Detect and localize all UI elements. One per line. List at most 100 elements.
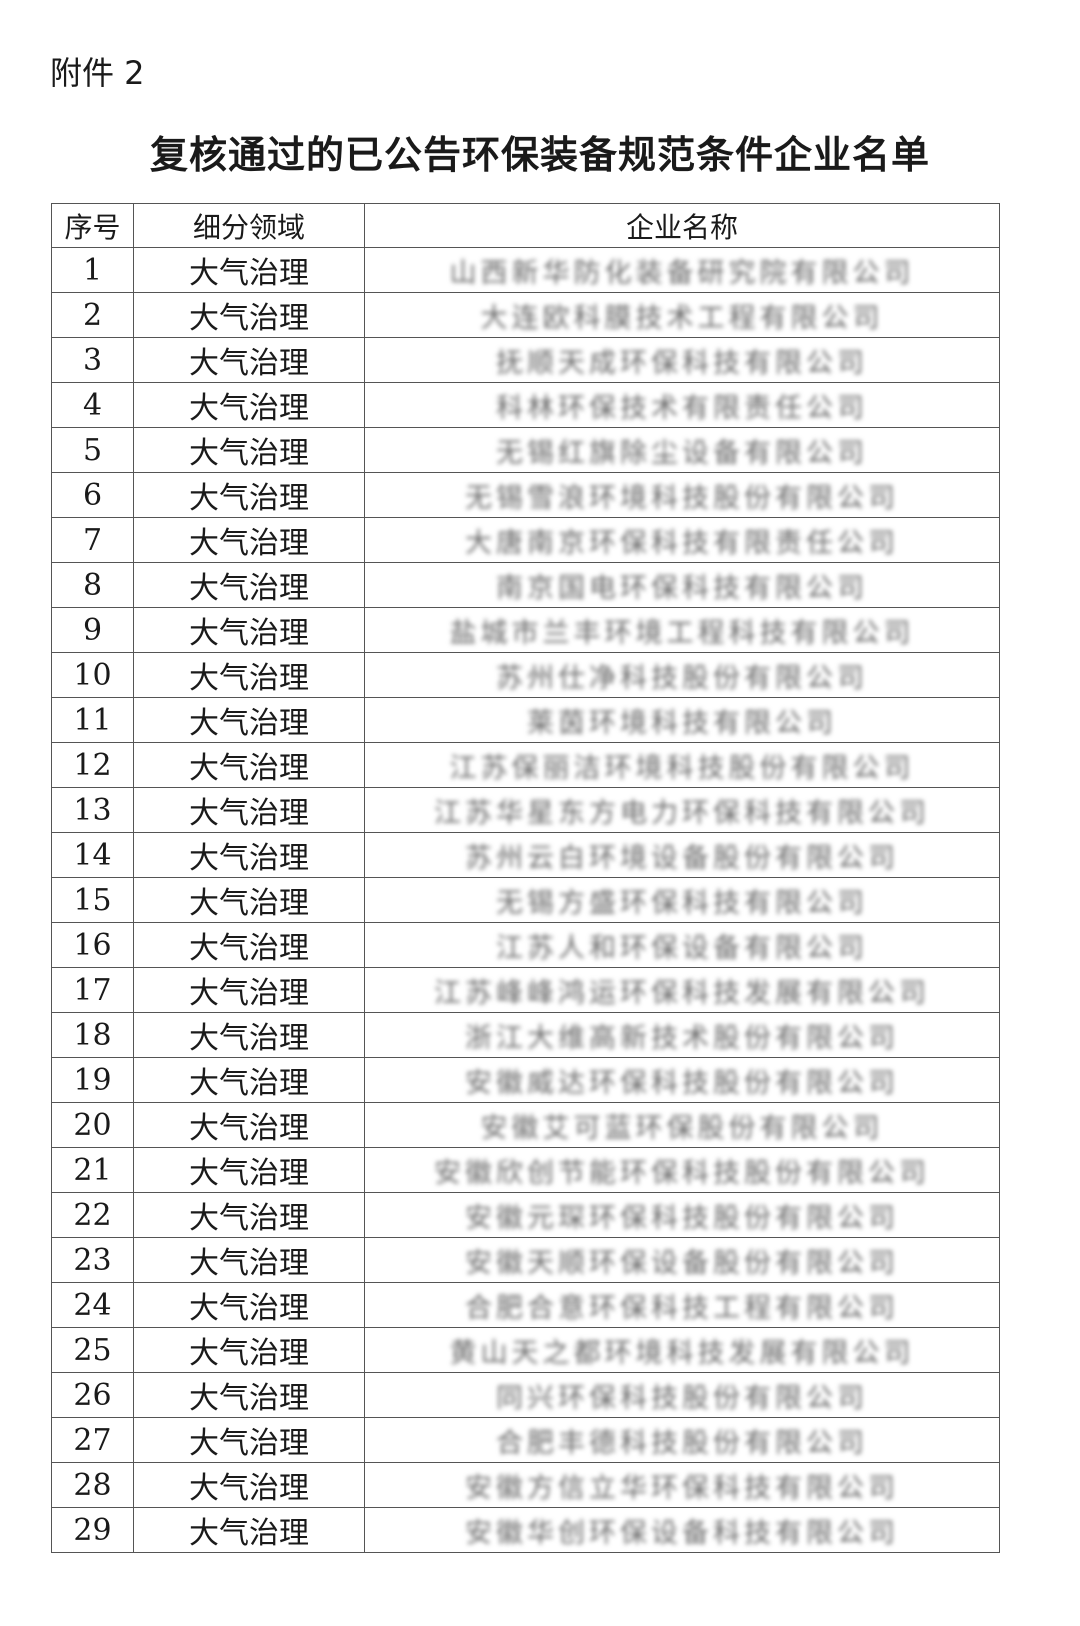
row-index: 20 <box>51 1102 134 1148</box>
row-field: 大气治理 <box>133 472 365 518</box>
row-company: 无锡方盛环保科技有限公司 <box>364 877 1000 923</box>
row-index: 28 <box>51 1462 134 1508</box>
table-row: 12 大气治理 江苏保丽洁环境科技股份有限公司 <box>51 742 1000 788</box>
row-company: 抚顺天成环保科技有限公司 <box>364 337 1000 383</box>
row-index: 25 <box>51 1327 134 1373</box>
row-index: 29 <box>51 1507 134 1553</box>
row-field: 大气治理 <box>133 967 365 1013</box>
row-field: 大气治理 <box>133 247 365 293</box>
row-index: 22 <box>51 1192 134 1238</box>
row-field: 大气治理 <box>133 1012 365 1058</box>
table-row: 15 大气治理 无锡方盛环保科技有限公司 <box>51 877 1000 923</box>
row-company: 安徽方信立华环保科技有限公司 <box>364 1462 1000 1508</box>
table-row: 4 大气治理 科林环保技术有限责任公司 <box>51 382 1000 428</box>
row-field: 大气治理 <box>133 832 365 878</box>
row-company: 安徽天顺环保设备股份有限公司 <box>364 1237 1000 1283</box>
table-row: 26 大气治理 同兴环保科技股份有限公司 <box>51 1372 1000 1418</box>
table-row: 8 大气治理 南京国电环保科技有限公司 <box>51 562 1000 608</box>
row-company: 山西新华防化装备研究院有限公司 <box>364 247 1000 293</box>
row-field: 大气治理 <box>133 1192 365 1238</box>
row-field: 大气治理 <box>133 292 365 338</box>
row-index: 18 <box>51 1012 134 1058</box>
row-company: 浙江大维高新技术股份有限公司 <box>364 1012 1000 1058</box>
row-index: 3 <box>51 337 134 383</box>
row-company: 黄山天之都环境科技发展有限公司 <box>364 1327 1000 1373</box>
row-index: 6 <box>51 472 134 518</box>
row-index: 11 <box>51 697 134 743</box>
table-row: 7 大气治理 大唐南京环保科技有限责任公司 <box>51 517 1000 563</box>
row-company: 无锡红旗除尘设备有限公司 <box>364 427 1000 473</box>
table-row: 1 大气治理 山西新华防化装备研究院有限公司 <box>51 247 1000 293</box>
row-company: 安徽威达环保科技股份有限公司 <box>364 1057 1000 1103</box>
row-index: 9 <box>51 607 134 653</box>
table-row: 17 大气治理 江苏峰峰鸿运环保科技发展有限公司 <box>51 967 1000 1013</box>
row-field: 大气治理 <box>133 652 365 698</box>
row-index: 24 <box>51 1282 134 1328</box>
header-company: 企业名称 <box>364 203 1000 248</box>
row-field: 大气治理 <box>133 787 365 833</box>
document-title: 复核通过的已公告环保装备规范条件企业名单 <box>149 132 930 177</box>
table-row: 18 大气治理 浙江大维高新技术股份有限公司 <box>51 1012 1000 1058</box>
row-index: 5 <box>51 427 134 473</box>
table-row: 21 大气治理 安徽欣创节能环保科技股份有限公司 <box>51 1147 1000 1193</box>
table-row: 11 大气治理 莱茵环境科技有限公司 <box>51 697 1000 743</box>
row-index: 27 <box>51 1417 134 1463</box>
row-field: 大气治理 <box>133 1237 365 1283</box>
row-field: 大气治理 <box>133 1282 365 1328</box>
row-field: 大气治理 <box>133 742 365 788</box>
row-field: 大气治理 <box>133 922 365 968</box>
row-company: 大唐南京环保科技有限责任公司 <box>364 517 1000 563</box>
row-index: 17 <box>51 967 134 1013</box>
row-index: 26 <box>51 1372 134 1418</box>
row-field: 大气治理 <box>133 1462 365 1508</box>
row-index: 2 <box>51 292 134 338</box>
row-index: 10 <box>51 652 134 698</box>
row-company: 江苏保丽洁环境科技股份有限公司 <box>364 742 1000 788</box>
table-row: 5 大气治理 无锡红旗除尘设备有限公司 <box>51 427 1000 473</box>
row-index: 23 <box>51 1237 134 1283</box>
table-row: 27 大气治理 合肥丰德科技股份有限公司 <box>51 1417 1000 1463</box>
row-company: 合肥丰德科技股份有限公司 <box>364 1417 1000 1463</box>
row-company: 无锡雪浪环境科技股份有限公司 <box>364 472 1000 518</box>
row-index: 15 <box>51 877 134 923</box>
table-row: 16 大气治理 江苏人和环保设备有限公司 <box>51 922 1000 968</box>
row-index: 19 <box>51 1057 134 1103</box>
row-company: 大连欧科膜技术工程有限公司 <box>364 292 1000 338</box>
row-field: 大气治理 <box>133 427 365 473</box>
row-field: 大气治理 <box>133 1327 365 1373</box>
row-field: 大气治理 <box>133 607 365 653</box>
row-company: 安徽欣创节能环保科技股份有限公司 <box>364 1147 1000 1193</box>
table-row: 6 大气治理 无锡雪浪环境科技股份有限公司 <box>51 472 1000 518</box>
row-field: 大气治理 <box>133 517 365 563</box>
table-row: 29 大气治理 安徽华创环保设备科技有限公司 <box>51 1507 1000 1553</box>
row-field: 大气治理 <box>133 697 365 743</box>
row-company: 盐城市兰丰环境工程科技有限公司 <box>364 607 1000 653</box>
row-company: 苏州云白环境设备股份有限公司 <box>364 832 1000 878</box>
row-company: 莱茵环境科技有限公司 <box>364 697 1000 743</box>
row-company: 安徽元琛环保科技股份有限公司 <box>364 1192 1000 1238</box>
row-index: 13 <box>51 787 134 833</box>
table-row: 9 大气治理 盐城市兰丰环境工程科技有限公司 <box>51 607 1000 653</box>
row-index: 21 <box>51 1147 134 1193</box>
table-row: 3 大气治理 抚顺天成环保科技有限公司 <box>51 337 1000 383</box>
row-company: 同兴环保科技股份有限公司 <box>364 1372 1000 1418</box>
row-index: 8 <box>51 562 134 608</box>
row-field: 大气治理 <box>133 1507 365 1553</box>
header-index: 序号 <box>51 203 134 248</box>
company-table: 序号 细分领域 企业名称 1 大气治理 山西新华防化装备研究院有限公司 2 大气治理 大连… <box>51 203 1000 1553</box>
row-index: 14 <box>51 832 134 878</box>
row-company: 江苏人和环保设备有限公司 <box>364 922 1000 968</box>
row-company: 安徽艾可蓝环保股份有限公司 <box>364 1102 1000 1148</box>
table-row: 13 大气治理 江苏华星东方电力环保科技有限公司 <box>51 787 1000 833</box>
table-row: 10 大气治理 苏州仕净科技股份有限公司 <box>51 652 1000 698</box>
row-field: 大气治理 <box>133 1057 365 1103</box>
row-field: 大气治理 <box>133 877 365 923</box>
row-index: 1 <box>51 247 134 293</box>
row-company: 合肥合意环保科技工程有限公司 <box>364 1282 1000 1328</box>
attachment-label: 附件 2 <box>50 54 145 92</box>
row-field: 大气治理 <box>133 337 365 383</box>
row-company: 科林环保技术有限责任公司 <box>364 382 1000 428</box>
table-row: 14 大气治理 苏州云白环境设备股份有限公司 <box>51 832 1000 878</box>
row-index: 7 <box>51 517 134 563</box>
row-field: 大气治理 <box>133 1147 365 1193</box>
